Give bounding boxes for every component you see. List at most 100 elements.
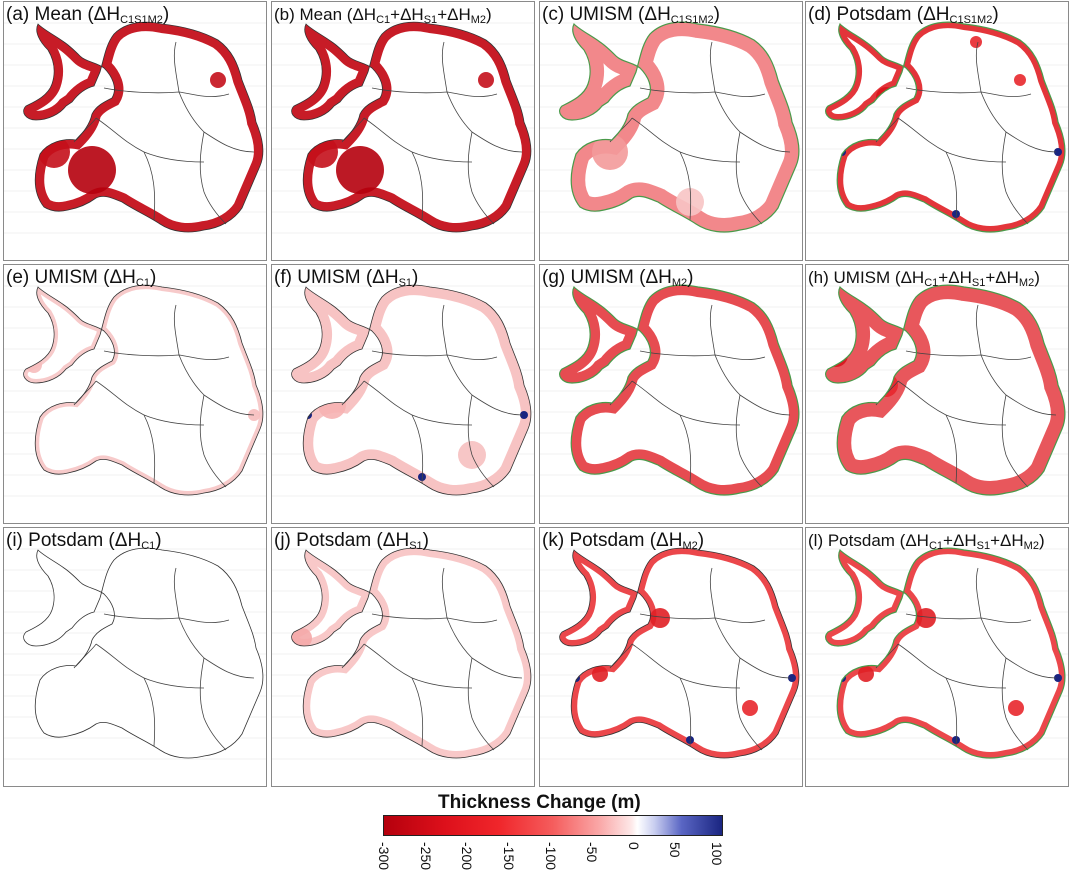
panel-letter: (k) — [542, 530, 565, 551]
map-panel: (f) UMISM (ΔHS1) — [271, 264, 535, 524]
drainage-divide — [897, 117, 958, 221]
panel-model: UMISM — [833, 268, 891, 287]
coastline — [825, 547, 1066, 759]
panel-term-subscript: S1 — [976, 540, 991, 552]
panel-term: ΔH — [114, 530, 142, 551]
panel-model: Potsdam — [296, 530, 372, 551]
thickening-patch — [520, 411, 528, 419]
antarctica-map — [4, 21, 266, 234]
panel-term-subscript: S1 — [423, 14, 438, 26]
panel-term: ΔH — [905, 531, 929, 550]
panel-model: Mean — [299, 5, 343, 24]
thinning-patch — [916, 608, 936, 628]
panel-term-subscript: M2 — [470, 14, 487, 26]
drainage-divide — [735, 394, 763, 488]
thickness-change-field — [825, 285, 1065, 495]
drainage-divide — [631, 643, 692, 747]
map-panel: (i) Potsdam (ΔHC1) — [3, 527, 267, 787]
panel-label: (c) UMISM (ΔHC1S1M2) — [542, 4, 720, 26]
panel-model: UMISM — [570, 267, 634, 288]
antarctica-map — [540, 284, 802, 497]
coastline — [23, 284, 264, 496]
colorbar-title: Thickness Change (m) — [438, 792, 641, 813]
panel-term: ΔH — [645, 267, 672, 288]
panel-label: (e) UMISM (ΔHC1) — [6, 267, 157, 289]
panel-term-subscript: C1 — [135, 277, 150, 289]
antarctica-map — [540, 21, 802, 234]
thickness-change-field — [291, 285, 531, 495]
thinning-patch — [858, 666, 874, 682]
colorbar-tick-label: -100 — [542, 842, 559, 871]
map-panel: (k) Potsdam (ΔHM2) — [539, 527, 803, 787]
panel-model: UMISM — [569, 4, 633, 25]
drainage-divide — [411, 677, 473, 689]
panel-term: ΔH — [352, 5, 377, 24]
map-panel: (g) UMISM (ΔHM2) — [539, 264, 803, 524]
panel-letter: (c) — [542, 4, 565, 25]
thickness-change-field — [23, 22, 263, 232]
drainage-divide — [679, 151, 741, 163]
antarctica-map — [4, 284, 266, 497]
drainage-divide — [945, 677, 1007, 689]
panel-term: ΔH — [900, 268, 925, 287]
thickening-patch — [1054, 674, 1062, 682]
drainage-divide — [95, 643, 156, 747]
panel-term: ΔH — [400, 5, 424, 24]
colorbar-tick-label: -200 — [459, 842, 476, 871]
colorbar-tick-label: -250 — [417, 842, 434, 871]
drainage-divide — [441, 41, 448, 93]
panel-term: ΔH — [948, 268, 972, 287]
coastline — [291, 547, 532, 759]
drainage-divide — [679, 414, 741, 426]
coastline — [559, 21, 800, 233]
panel-term: ΔH — [644, 4, 671, 25]
thinning-patch — [336, 146, 384, 194]
map-panel: (a) Mean (ΔHC1S1M2) — [3, 1, 267, 261]
drainage-divide — [173, 567, 180, 619]
colorbar-tick-label: -50 — [584, 842, 601, 863]
thinning-patch — [318, 391, 346, 419]
panel-model: Potsdam — [28, 530, 104, 551]
antarctica-map — [272, 284, 534, 497]
coastline — [23, 21, 264, 233]
coastline — [825, 21, 1066, 233]
thinning-patch — [306, 136, 338, 168]
drainage-divide — [679, 677, 741, 689]
panel-term-subscript: C1 — [928, 540, 944, 552]
drainage-divide — [95, 117, 156, 221]
panel-model: Potsdam — [827, 531, 895, 550]
thinning-patch — [742, 700, 758, 716]
panel-term-subscript: C1S1M2 — [120, 14, 163, 26]
drainage-divide — [199, 657, 227, 751]
drainage-divide — [975, 41, 982, 93]
drainage-divide — [975, 567, 982, 619]
panel-model: Potsdam — [836, 4, 912, 25]
drainage-divide — [897, 380, 958, 484]
drainage-divide — [1001, 131, 1029, 225]
thickness-change-field — [291, 22, 531, 232]
colorbar-tick-label: -300 — [376, 842, 392, 871]
drainage-divide — [143, 677, 205, 689]
thickness-change-field — [559, 548, 799, 758]
panel-term: ΔH — [923, 4, 950, 25]
thinning-patch — [56, 644, 64, 652]
drainage-divide — [631, 380, 692, 484]
map-panel: (d) Potsdam (ΔHC1S1M2) — [805, 1, 1069, 261]
panel-letter: (i) — [6, 530, 23, 551]
panel-term-subscript: C1S1M2 — [949, 14, 993, 26]
panel-term: ΔH — [656, 530, 683, 551]
panel-term-subscript: C1 — [141, 540, 156, 552]
map-panel: (e) UMISM (ΔHC1) — [3, 264, 267, 524]
panel-label: (l) Potsdam (ΔHC1+ΔHS1+ΔHM2) — [808, 531, 1045, 552]
drainage-divide — [467, 131, 495, 225]
antarctica-map — [806, 547, 1068, 760]
drainage-divide — [411, 151, 473, 163]
antarctica-map — [272, 21, 534, 234]
coastline — [559, 547, 800, 759]
thinning-patch — [1008, 700, 1024, 716]
panel-letter: (j) — [274, 530, 291, 551]
panel-term: ΔH — [1000, 531, 1024, 550]
panel-term-subscript: C1 — [376, 14, 391, 26]
drainage-divide — [199, 131, 227, 225]
thickness-change-field — [559, 22, 799, 232]
